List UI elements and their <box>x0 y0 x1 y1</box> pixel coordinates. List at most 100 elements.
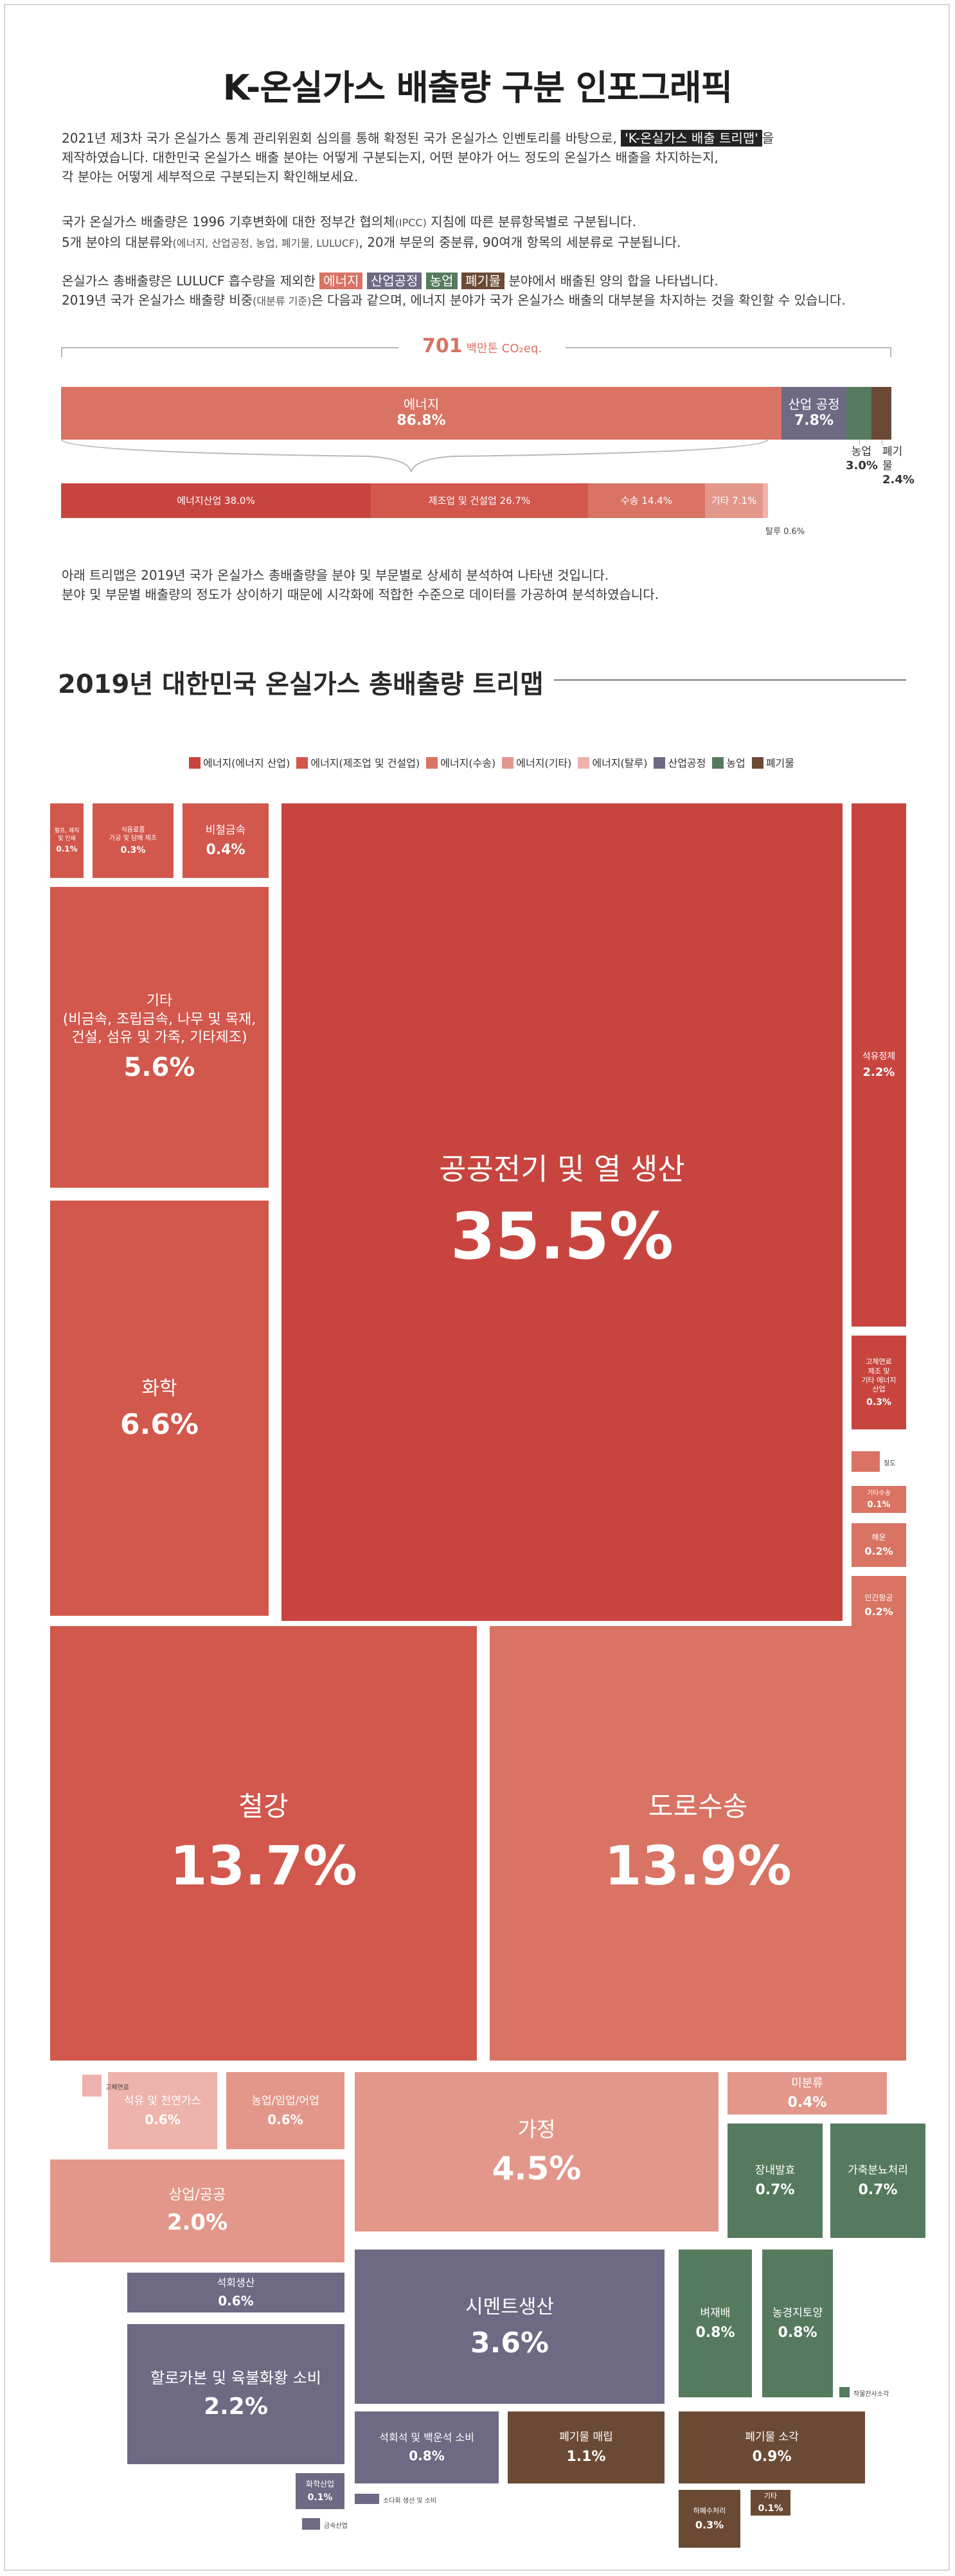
intro-text: 분야에서 배출된 양의 합을 나타냅니다. <box>508 273 718 289</box>
treemap-tile: 폐기물 소각 0.9% <box>679 2411 865 2483</box>
treemap-tile: 석유정제 2.2% <box>852 803 906 1327</box>
treemap-tile-value: 0.1% <box>56 845 78 854</box>
treemap-tile: 기타 (비금속, 조립금속, 나무 및 목재, 건설, 섬유 및 가죽, 기타제… <box>50 887 269 1188</box>
treemap-tile-value: 13.7% <box>170 1834 357 1897</box>
legend-item: 에너지(수송) <box>426 755 495 770</box>
legend-label: 폐기물 <box>765 757 794 769</box>
treemap-tile <box>355 2494 379 2504</box>
energy-subsector-segment: 기타 7.1% <box>705 483 763 518</box>
sector-bar-segment: 에너지 86.8% <box>61 387 781 440</box>
treemap-tile-value: 0.6% <box>218 2293 254 2309</box>
treemap-tile-name: 폐기물 매립 <box>559 2431 613 2444</box>
treemap-tile-name: 화학산업 <box>305 2480 335 2489</box>
treemap-tile-value: 4.5% <box>492 2150 582 2188</box>
subsector-value: 0.6% <box>783 527 805 537</box>
treemap-tile-value: 1.1% <box>566 2448 606 2465</box>
intro-paragraph-1: 2021년 제3차 국가 온실가스 통계 관리위원회 심의를 통해 확정된 국가… <box>62 129 897 186</box>
note-text: 아래 트리맵은 2019년 국가 온실가스 총배출량을 분야 및 부문별로 상세… <box>62 568 609 583</box>
treemap-tile-value: 0.4% <box>206 841 245 858</box>
treemap-tile: 식음료품 가공 및 담배 제조 0.3% <box>93 803 174 878</box>
sector-bar-segment <box>846 387 871 440</box>
treemap-tile-value: 5.6% <box>123 1052 195 1082</box>
treemap-tile: 비철금속 0.4% <box>183 803 269 878</box>
treemap-tile <box>302 2518 320 2530</box>
treemap-tile-name: 해운 <box>871 1532 886 1542</box>
treemap-tile-name: 석회석 및 백운석 소비 <box>379 2431 474 2444</box>
treemap-tile: 하폐수처리 0.3% <box>679 2490 740 2548</box>
intro-text: 2021년 제3차 국가 온실가스 통계 관리위원회 심의를 통해 확정된 국가… <box>62 130 617 146</box>
energy-subsector-segment: 에너지산업 38.0% <box>61 483 371 518</box>
treemap-tile-name: 석회생산 <box>217 2276 255 2289</box>
treemap-name-highlight: 'K-온실가스 배출 트리맵' <box>621 130 762 147</box>
treemap-tile-name: 벼재배 <box>700 2307 731 2320</box>
legend-swatch <box>578 757 590 769</box>
total-emission-unit: 백만톤 CO₂eq. <box>466 342 542 355</box>
intro-text: 5개 분야의 대분류와 <box>62 235 173 250</box>
sector-bar-segment <box>871 387 891 440</box>
sector-label: 폐기물 <box>882 445 903 472</box>
treemap-tile-value: 0.4% <box>787 2095 827 2111</box>
treemap-tile-value: 0.2% <box>864 1545 893 1558</box>
legend-item: 에너지(에너지 산업) <box>189 755 290 770</box>
treemap-tile: 가축분뇨처리 0.7% <box>830 2124 925 2238</box>
treemap-tile: 농경지토양 0.8% <box>762 2250 833 2397</box>
sector-external-label: 폐기물 2.4% <box>882 445 915 487</box>
treemap-title: 2019년 대한민국 온실가스 총배출량 트리맵 <box>58 670 544 699</box>
treemap-tile: 석회생산 0.6% <box>127 2273 344 2312</box>
treemap-tile-name: 기타 (비금속, 조립금속, 나무 및 목재, 건설, 섬유 및 가죽, 기타제… <box>62 993 256 1046</box>
intro-text: 제작하였습니다. 대한민국 온실가스 배출 분야는 어떻게 구분되는지, 어떤 … <box>62 150 718 165</box>
treemap-tile: 도로수송 13.9% <box>490 1626 906 2061</box>
treemap-legend: 에너지(에너지 산업) 에너지(제조업 및 건설업) 에너지(수송) 에너지(기타) 에… <box>122 755 861 770</box>
treemap-tile-name: 할로카본 및 육불화황 소비 <box>150 2368 321 2387</box>
treemap-tile: 기타수송 0.1% <box>852 1486 906 1513</box>
treemap-tile-value: 0.1% <box>307 2492 333 2503</box>
treemap-tile-value: 0.1% <box>758 2503 783 2514</box>
treemap-tile-name: 기타 <box>763 2491 778 2500</box>
treemap-tile: 폐기물 매립 1.1% <box>508 2411 665 2483</box>
legend-item: 에너지(기타) <box>502 755 571 770</box>
legend-label: 에너지(에너지 산업) <box>203 757 290 769</box>
treemap-tile-value: 0.6% <box>267 2112 303 2128</box>
legend-swatch <box>712 757 724 769</box>
sector-value: 7.8% <box>794 413 834 429</box>
treemap-title-rule <box>554 679 906 681</box>
legend-label: 에너지(탈루) <box>592 757 648 769</box>
sector-label-leader <box>859 440 860 445</box>
treemap-tile: 장내발효 0.7% <box>727 2124 823 2238</box>
treemap-tile: 민간항공 0.2% <box>852 1576 906 1635</box>
sector-value: 2.4% <box>882 473 915 487</box>
treemap-tile-name: 식음료품 가공 및 담배 제조 <box>109 827 157 842</box>
legend-label: 산업공정 <box>668 757 706 769</box>
legend-label: 에너지(수송) <box>440 757 496 769</box>
subsector-external-label: 탈루 0.6% <box>765 524 805 537</box>
page-frame <box>4 4 950 2571</box>
legend-swatch <box>502 757 514 769</box>
total-bracket-tick-left <box>61 347 62 357</box>
treemap-tile-external-label: 금속산업 <box>324 2523 348 2530</box>
treemap-tile-name: 도로수송 <box>648 1791 748 1823</box>
treemap-tile: 기타 0.1% <box>751 2490 790 2516</box>
treemap-tile-value: 0.3% <box>120 845 146 855</box>
treemap-tile-name: 화학 <box>141 1377 177 1400</box>
sector-value: 86.8% <box>397 413 446 429</box>
treemap-tile: 상업/공공 2.0% <box>50 2160 344 2262</box>
treemap-tile: 펄프, 제지 및 인쇄 0.1% <box>50 803 84 878</box>
subsector-value: 38.0% <box>224 495 255 506</box>
sector-label: 산업 공정 <box>788 397 840 412</box>
treemap-tile: 고체연료 제조 및 기타 에너지 산업 0.3% <box>852 1336 906 1429</box>
treemap-tile-value: 0.8% <box>778 2324 817 2341</box>
treemap-tile-value: 0.9% <box>752 2448 792 2465</box>
treemap-tile-external-label: 고체연료 <box>105 2084 129 2091</box>
treemap-tile-name: 시멘트생산 <box>465 2295 554 2318</box>
treemap-tile-name: 비철금속 <box>205 824 246 837</box>
note-text: 분야 및 부문별 배출량의 정도가 상이하기 때문에 시각화에 적합한 수준으로… <box>62 587 659 602</box>
sector-label: 농업 <box>851 445 871 458</box>
treemap-tile: 화학 6.6% <box>50 1201 269 1616</box>
energy-breakdown-connector <box>61 440 768 472</box>
intro-note: (에너지, 산업공정, 농업, 폐기물, LULUCF) <box>172 237 359 249</box>
legend-item: 에너지(탈루) <box>578 755 647 770</box>
treemap-tile-name: 기타수송 <box>867 1490 891 1497</box>
treemap-tile-value: 13.9% <box>604 1834 792 1897</box>
total-emission-value: 701 <box>422 335 463 357</box>
treemap-tile <box>852 1451 880 1472</box>
